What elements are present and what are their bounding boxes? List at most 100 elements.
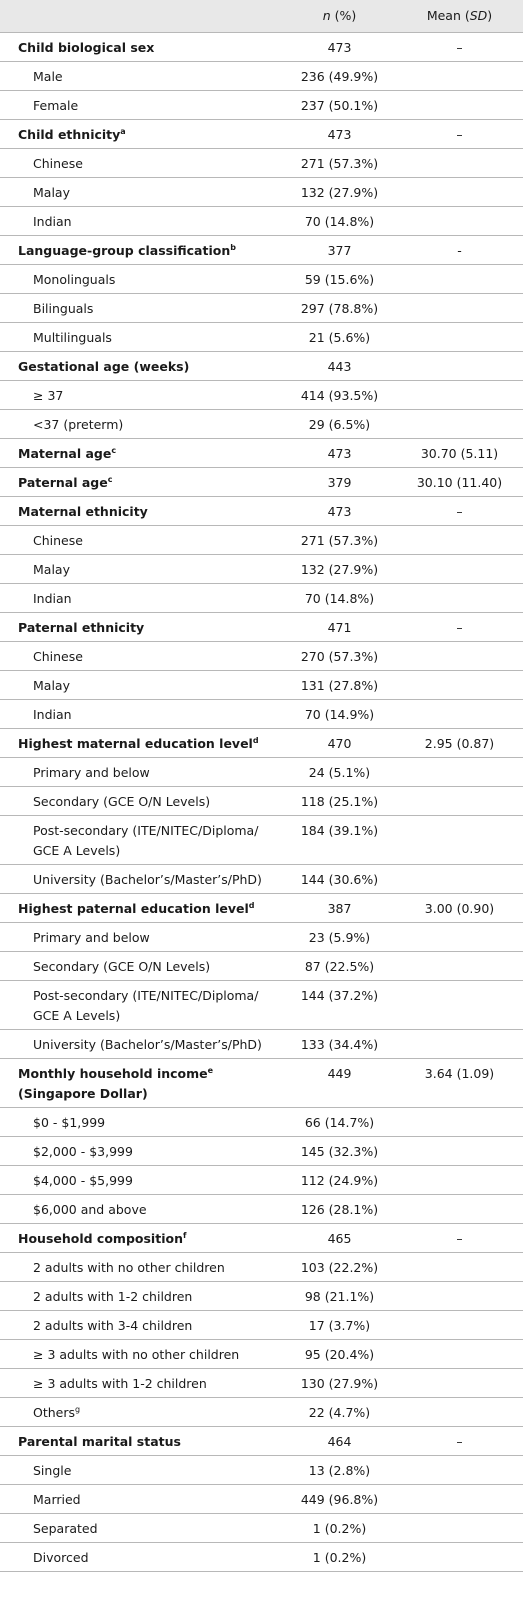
- row-mean-sd: -: [457, 242, 462, 258]
- table-row: Single 13 (2.8%): [0, 1455, 523, 1484]
- row-n-percent: 144 (37.2%): [300, 987, 379, 1003]
- row-n-percent: 470: [327, 735, 352, 751]
- row-n-percent: 70 (14.8%): [304, 213, 375, 229]
- row-n-percent: 414 (93.5%): [300, 387, 379, 403]
- row-mean-sd: [396, 264, 523, 293]
- row-label-text: Others: [33, 1404, 76, 1420]
- footnote-marker: a: [120, 126, 126, 136]
- row-mean-sd: [396, 409, 523, 438]
- row-n-percent: 87 (22.5%): [304, 958, 375, 974]
- table-row: Malay 131 (27.8%): [0, 670, 523, 699]
- row-n-percent: 59 (15.6%): [304, 271, 375, 287]
- row-label-text: Indian: [33, 213, 72, 229]
- row-mean-sd: 3.64 (1.09): [424, 1065, 495, 1081]
- header-row: n (%) Mean (SD): [0, 0, 523, 32]
- row-label: Indian: [0, 583, 283, 612]
- row-n-percent: 465: [327, 1230, 352, 1246]
- row-label-text: Child biological sex: [18, 39, 155, 55]
- row-label-text: Chinese: [33, 532, 83, 548]
- row-label-text: Primary and below: [33, 929, 150, 945]
- table-row: Indian 70 (14.9%): [0, 699, 523, 728]
- row-label: Monolinguals: [0, 264, 283, 293]
- row-label-text-line2: (Singapore Dollar): [18, 1085, 148, 1101]
- row-mean-sd: [396, 699, 523, 728]
- row-n-percent: 443: [327, 358, 352, 374]
- row-label-text: Divorced: [33, 1549, 89, 1565]
- table-row: ≥ 3 adults with 1-2 children 130 (27.9%): [0, 1368, 523, 1397]
- row-label-text: Paternal age: [18, 474, 108, 490]
- row-mean-sd: [396, 980, 523, 1029]
- row-label: Parental marital status: [0, 1426, 283, 1455]
- row-n-percent: 449 (96.8%): [300, 1491, 379, 1507]
- row-mean-sd: 3.00 (0.90): [424, 900, 495, 916]
- table-body: Child biological sex 473 – Male 236 (49.9%) F…: [0, 32, 523, 1571]
- row-n-percent: 473: [327, 503, 352, 519]
- row-label-text: Female: [33, 97, 79, 113]
- row-mean-sd: 30.70 (5.11): [420, 445, 499, 461]
- table-row: $4,000 - $5,999 112 (24.9%): [0, 1165, 523, 1194]
- table-row: Multilinguals 21 (5.6%): [0, 322, 523, 351]
- table-row: Indian 70 (14.8%): [0, 206, 523, 235]
- row-label-text: Chinese: [33, 648, 83, 664]
- row-mean-sd: [396, 1310, 523, 1339]
- row-mean-sd: [396, 757, 523, 786]
- row-label-text: Maternal age: [18, 445, 112, 461]
- row-mean-sd: [396, 951, 523, 980]
- row-mean-sd: [396, 922, 523, 951]
- row-n-percent: 1 (0.2%): [312, 1549, 367, 1565]
- row-label: Separated: [0, 1513, 283, 1542]
- row-label-text: <37 (preterm): [33, 416, 124, 432]
- row-label: Chinese: [0, 525, 283, 554]
- row-label: Primary and below: [0, 757, 283, 786]
- row-mean-sd: [396, 1513, 523, 1542]
- row-n-percent: 130 (27.9%): [300, 1375, 379, 1391]
- row-n-percent: 1 (0.2%): [312, 1520, 367, 1536]
- table-row: Malay 132 (27.9%): [0, 177, 523, 206]
- row-label: 2 adults with 1-2 children: [0, 1281, 283, 1310]
- row-n-percent: 377: [327, 242, 352, 258]
- row-label: Post-secondary (ITE/NITEC/Diploma/ GCE A…: [0, 815, 283, 864]
- table-row-category: Paternal ethnicity 471 –: [0, 612, 523, 641]
- row-label-text: ≥ 3 adults with no other children: [33, 1346, 240, 1362]
- header-n-italic: n: [322, 8, 331, 24]
- table-row: Divorced 1 (0.2%): [0, 1542, 523, 1571]
- row-label: Female: [0, 90, 283, 119]
- row-n-percent: 464: [327, 1433, 352, 1449]
- row-label-text: ≥ 3 adults with 1-2 children: [33, 1375, 207, 1391]
- table-row: Chinese 271 (57.3%): [0, 525, 523, 554]
- row-label-text: Language-group classification: [18, 242, 231, 258]
- row-n-percent: 271 (57.3%): [300, 532, 379, 548]
- row-mean-sd: 30.10 (11.40): [416, 474, 503, 490]
- row-n-percent: 270 (57.3%): [300, 648, 379, 664]
- row-n-percent: 24 (5.1%): [308, 764, 371, 780]
- row-label: Secondary (GCE O/N Levels): [0, 786, 283, 815]
- row-label-text: $2,000 - $3,999: [33, 1143, 133, 1159]
- row-label: Primary and below: [0, 922, 283, 951]
- table-row: Female 237 (50.1%): [0, 90, 523, 119]
- row-label: Paternal ethnicity: [0, 612, 283, 641]
- row-mean-sd: [396, 1194, 523, 1223]
- table-row: Male 236 (49.9%): [0, 61, 523, 90]
- footnote-marker: d: [248, 900, 255, 910]
- row-label: Maternal ethnicity: [0, 496, 283, 525]
- row-mean-sd: [396, 815, 523, 864]
- row-label-text: ≥ 37: [33, 387, 64, 403]
- row-label-text: Post-secondary (ITE/NITEC/Diploma/ GCE A…: [33, 822, 259, 858]
- row-label: $4,000 - $5,999: [0, 1165, 283, 1194]
- table-row-category: Household compositionf 465 –: [0, 1223, 523, 1252]
- footnote-marker: g: [75, 1404, 81, 1414]
- row-mean-sd: [396, 90, 523, 119]
- header-mean-sd: Mean (SD): [396, 0, 523, 32]
- row-n-percent: 98 (21.1%): [304, 1288, 375, 1304]
- row-n-percent: 297 (78.8%): [300, 300, 379, 316]
- row-label: Post-secondary (ITE/NITEC/Diploma/ GCE A…: [0, 980, 283, 1029]
- header-sd-italic: SD: [469, 8, 488, 24]
- row-mean-sd: –: [456, 619, 463, 635]
- table-row: University (Bachelor’s/Master’s/PhD) 144 …: [0, 864, 523, 893]
- table-row: Malay 132 (27.9%): [0, 554, 523, 583]
- row-mean-sd: [396, 322, 523, 351]
- row-n-percent: 66 (14.7%): [304, 1114, 375, 1130]
- row-label: $2,000 - $3,999: [0, 1136, 283, 1165]
- row-label-text: Monolinguals: [33, 271, 116, 287]
- table-row: 2 adults with no other children 103 (22.2…: [0, 1252, 523, 1281]
